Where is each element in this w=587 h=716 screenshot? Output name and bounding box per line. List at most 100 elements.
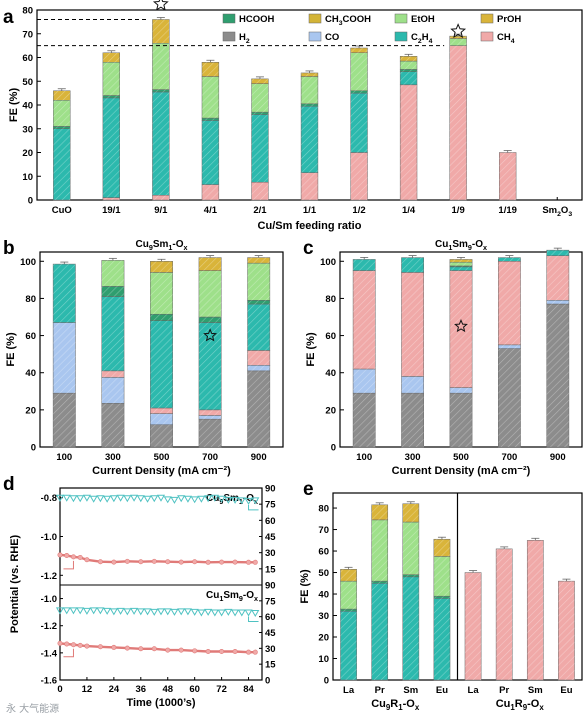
y-tick-label: -1.0 bbox=[41, 532, 57, 543]
y-tick-label: 20 bbox=[318, 633, 329, 644]
fe-point bbox=[204, 608, 213, 616]
fe-point bbox=[103, 607, 112, 615]
bar-hatch bbox=[150, 424, 173, 447]
bar-hatch bbox=[371, 581, 388, 584]
bar-hatch bbox=[301, 106, 318, 173]
potential-point bbox=[246, 649, 252, 655]
fe-point bbox=[197, 609, 206, 617]
panel-c: 0 20 40 60 80 100 100 300 500 700 900 c Cu1Sm9-Ox FE … bbox=[303, 238, 583, 477]
y-tick-label: 60 bbox=[318, 547, 329, 558]
bar-hatch bbox=[53, 264, 76, 323]
x-tick-label: 24 bbox=[109, 684, 120, 695]
bar-hatch bbox=[498, 348, 521, 447]
fe-point bbox=[136, 608, 145, 616]
x-tick-label: 0 bbox=[57, 684, 62, 695]
potential-line bbox=[59, 642, 256, 654]
fe-point bbox=[129, 494, 139, 502]
legend-swatch bbox=[308, 13, 322, 24]
potential-point bbox=[219, 648, 225, 654]
potential-point bbox=[124, 558, 130, 564]
fe-point bbox=[251, 497, 260, 505]
x-tick-label: 1/2 bbox=[352, 205, 365, 216]
bar-hatch bbox=[350, 93, 368, 153]
y-tick-label: 80 bbox=[318, 504, 329, 515]
x-tick-label: Eu bbox=[560, 685, 572, 696]
legend-label: PrOH bbox=[497, 14, 521, 25]
panel-letter: d bbox=[3, 474, 15, 495]
fe-point bbox=[55, 494, 65, 502]
x-tick-label: 60 bbox=[189, 684, 200, 695]
bar-hatch bbox=[150, 408, 173, 414]
x-tick-label: 84 bbox=[243, 684, 254, 695]
bar-hatch bbox=[150, 320, 173, 408]
fe-point bbox=[109, 495, 118, 503]
legend-label: CH3COOH bbox=[325, 14, 371, 27]
star-marker bbox=[152, 0, 169, 11]
bar-hatch bbox=[449, 38, 467, 46]
y-axis-label-left: Potential (vs. RHE) bbox=[9, 534, 21, 633]
bar-hatch bbox=[152, 195, 170, 200]
x-tick-label: 100 bbox=[56, 452, 72, 463]
potential-line bbox=[59, 553, 256, 564]
fe-point bbox=[69, 607, 78, 615]
fe-point bbox=[76, 607, 85, 615]
y-tick-label: 40 bbox=[318, 590, 329, 601]
bar-hatch bbox=[546, 250, 569, 256]
panel-title: Cu1Sm9-Ox bbox=[435, 239, 487, 252]
bar-hatch bbox=[53, 128, 71, 200]
bar-hatch bbox=[152, 91, 170, 196]
bar-hatch bbox=[371, 583, 388, 680]
x-tick-label: 1/1 bbox=[303, 205, 317, 216]
bar-hatch bbox=[247, 263, 270, 301]
x-tick-label: 500 bbox=[154, 452, 170, 463]
fe-point bbox=[237, 609, 246, 617]
panel-d: d 0 12 24 36 48 60 72 84 Time (1000’s) Potential (… bbox=[3, 474, 276, 709]
potential-point bbox=[70, 554, 76, 560]
fe-point bbox=[82, 607, 92, 615]
bar-hatch bbox=[201, 184, 219, 200]
axis-pointer-right bbox=[248, 616, 259, 622]
y-tick-label: 10 bbox=[22, 172, 33, 183]
y-tick-label: 40 bbox=[22, 101, 33, 112]
bar-hatch bbox=[371, 519, 388, 582]
potential-point bbox=[84, 557, 90, 563]
y-tick-label: 20 bbox=[22, 148, 33, 159]
y-tick-label-right: 60 bbox=[265, 612, 276, 623]
y-tick-label: 70 bbox=[22, 29, 33, 40]
bar-hatch bbox=[251, 83, 269, 113]
bar-hatch bbox=[353, 369, 376, 394]
bar-hatch bbox=[546, 304, 569, 447]
bar-hatch bbox=[247, 350, 270, 366]
y-tick-label: 80 bbox=[25, 294, 36, 305]
potential-point bbox=[111, 559, 117, 565]
legend-label: CO bbox=[325, 32, 339, 43]
y-tick-label-right: 75 bbox=[265, 500, 276, 511]
bar-hatch bbox=[101, 296, 125, 371]
legend-swatch bbox=[480, 31, 494, 42]
bar-hatch bbox=[152, 89, 170, 92]
fe-point bbox=[150, 608, 159, 616]
x-tick-label: Sm bbox=[403, 685, 418, 696]
bar-hatch bbox=[400, 61, 418, 70]
y-tick-label: -1.0 bbox=[41, 594, 57, 605]
potential-point bbox=[70, 642, 76, 648]
y-tick-label: 0 bbox=[28, 196, 33, 207]
potential-point bbox=[205, 559, 211, 565]
potential-point bbox=[57, 640, 63, 646]
fe-point bbox=[230, 496, 240, 504]
bar-hatch bbox=[499, 152, 517, 200]
bar-hatch bbox=[152, 43, 170, 90]
bar-hatch bbox=[101, 286, 125, 297]
fe-point bbox=[89, 495, 98, 503]
x-tick-label: 9/1 bbox=[154, 205, 168, 216]
potential-point bbox=[165, 647, 171, 653]
potential-point bbox=[77, 642, 83, 648]
bar-hatch bbox=[198, 322, 222, 410]
panel-letter: a bbox=[3, 7, 14, 28]
bar-hatch bbox=[464, 572, 482, 680]
x-tick-label: 4/1 bbox=[204, 205, 218, 216]
fe-point bbox=[136, 495, 145, 503]
x-tick-label: 1/4 bbox=[402, 205, 416, 216]
x-tick-label: 900 bbox=[550, 452, 566, 463]
